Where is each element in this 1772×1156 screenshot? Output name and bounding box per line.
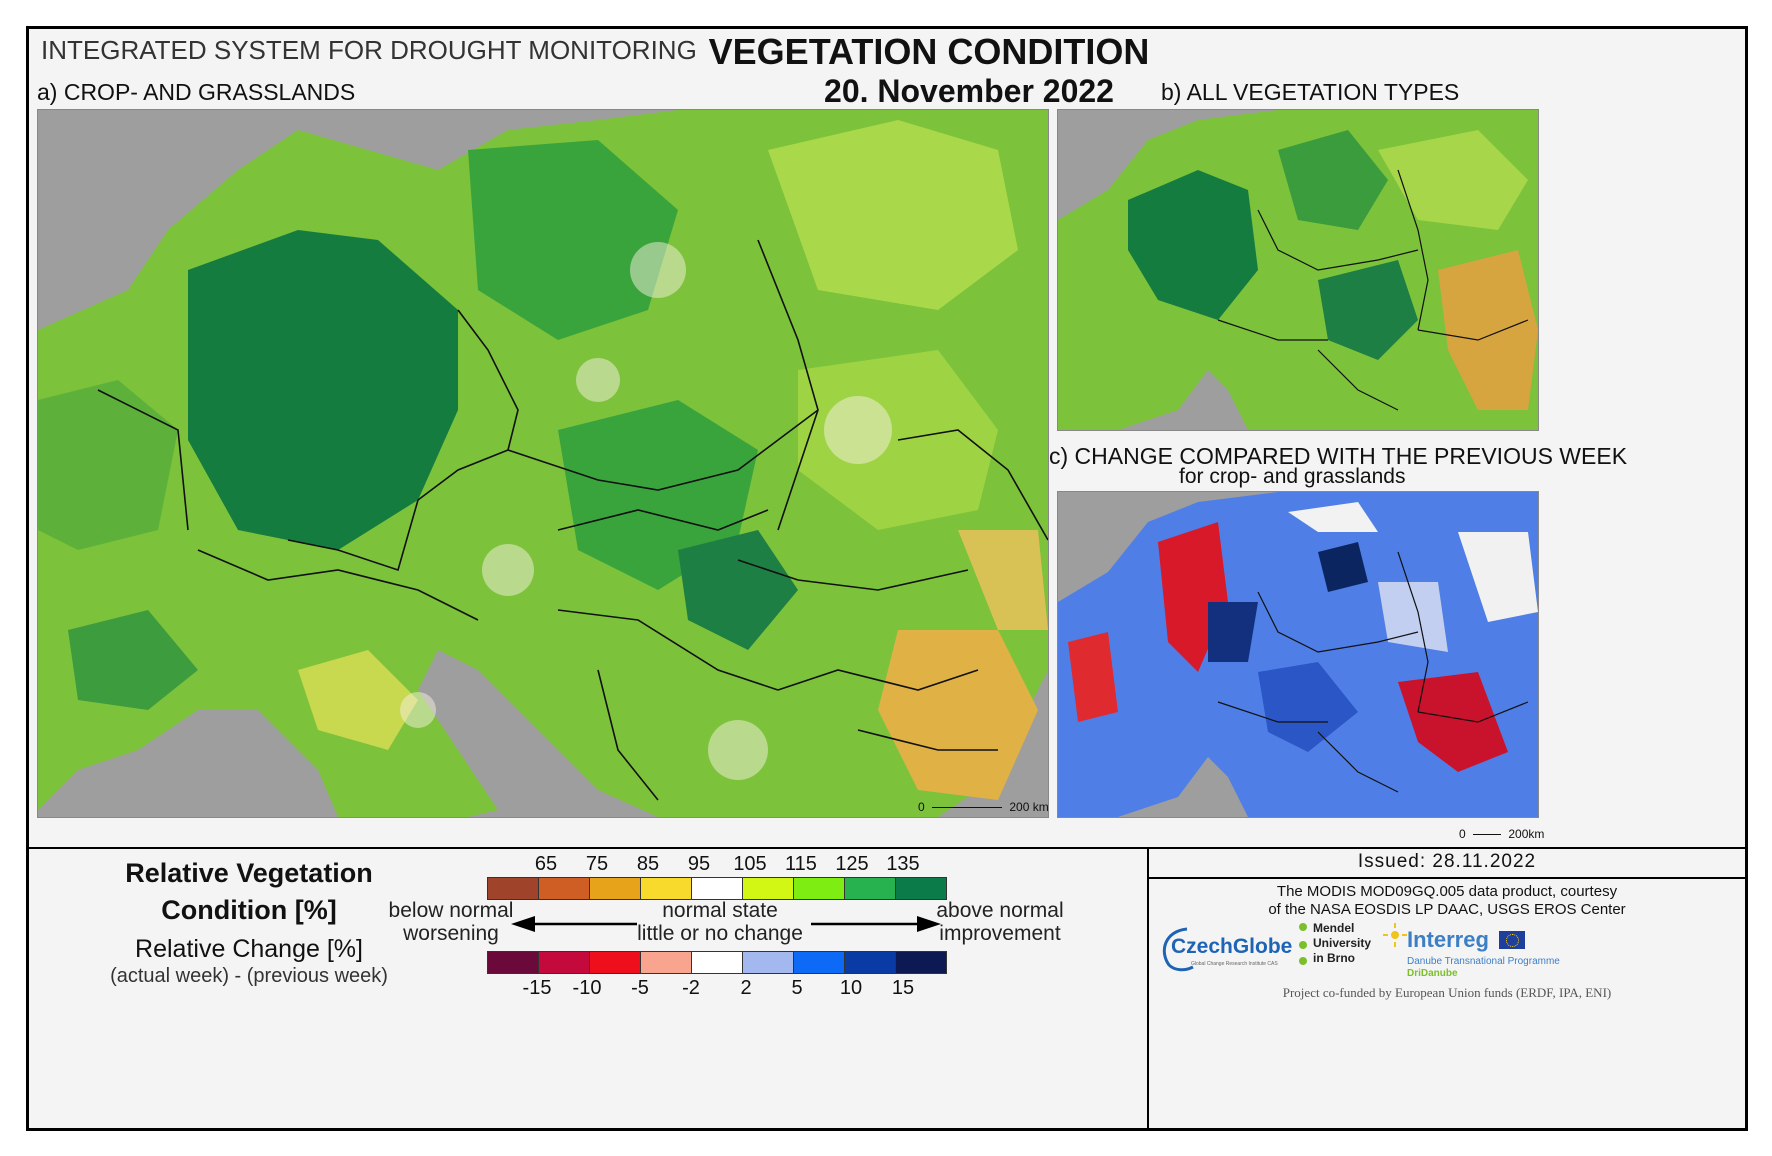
mendel-dots-icon xyxy=(1299,923,1307,965)
scalebar-a-bar xyxy=(932,807,1003,808)
rvc-color-swatch xyxy=(487,877,539,900)
issued-date: Issued: 28.11.2022 xyxy=(1149,847,1745,879)
improvement-text: improvement xyxy=(939,922,1061,945)
czechglobe-logo: CzechGlobe Global Change Research Instit… xyxy=(1157,923,1293,973)
panel-a-label: a) CROP- AND GRASSLANDS xyxy=(37,79,356,105)
panel-a-raster xyxy=(38,110,1048,817)
below-normal-text: below normal xyxy=(388,899,514,922)
normal-state-text: normal state xyxy=(662,899,778,922)
panel-c-map xyxy=(1057,491,1539,818)
rc-color-swatch xyxy=(691,951,743,974)
interreg-subtext: Danube Transnational Programme xyxy=(1407,956,1560,967)
rvc-color-swatch xyxy=(793,877,845,900)
scalebar-c-bar xyxy=(1473,834,1502,835)
rvc-color-swatch xyxy=(589,877,641,900)
rvc-tick: 65 xyxy=(534,853,558,875)
rc-tick: -15 xyxy=(522,977,552,999)
rvc-color-swatch xyxy=(691,877,743,900)
rc-tick: -2 xyxy=(682,977,700,999)
rvc-legend-title: Relative Vegetation Condition [%] xyxy=(125,858,373,925)
rc-legend-title: Relative Change [%] xyxy=(135,935,363,963)
rvc-color-swatch xyxy=(742,877,794,900)
rvc-color-swatch xyxy=(640,877,692,900)
rc-tick: 10 xyxy=(839,977,863,999)
czechglobe-subtext: Global Change Research Institute CAS xyxy=(1191,961,1278,967)
rvc-color-swatch xyxy=(538,877,590,900)
rc-tick: -10 xyxy=(572,977,602,999)
rvc-tick: 85 xyxy=(636,853,660,875)
rc-tick: -5 xyxy=(631,977,649,999)
rvc-color-swatch xyxy=(844,877,896,900)
panel-c-sublabel: for crop- and grasslands xyxy=(1179,465,1406,488)
scalebar-c-zero: 0 xyxy=(1459,827,1466,841)
legend-arrows xyxy=(511,916,941,932)
scalebar-c: 0 200km xyxy=(1459,827,1544,841)
interreg-sun-icon xyxy=(1383,923,1407,947)
normal-state-label: normal state little or no change xyxy=(635,899,805,945)
rc-color-swatch xyxy=(538,951,590,974)
czechglobe-swoosh-icon xyxy=(1163,927,1194,972)
above-normal-label: above normal improvement xyxy=(935,899,1065,945)
rc-color-swatch xyxy=(589,951,641,974)
panel-b-raster xyxy=(1058,110,1538,430)
left-arrow-icon xyxy=(511,916,535,932)
rc-tick: 15 xyxy=(891,977,915,999)
rvc-tick: 75 xyxy=(585,853,609,875)
rc-color-swatch xyxy=(742,951,794,974)
interreg-logo: Interreg Danube Transnational Programme … xyxy=(1383,923,1560,979)
credit-line-1: The MODIS MOD09GQ.005 data product, cour… xyxy=(1276,883,1618,900)
credit-line-2: of the NASA EOSDIS LP DAAC, USGS EROS Ce… xyxy=(1268,901,1626,918)
interreg-text: Interreg xyxy=(1407,927,1489,952)
scalebar-a-zero: 0 xyxy=(918,800,925,814)
above-normal-text: above normal xyxy=(936,899,1064,922)
map-sheet: INTEGRATED SYSTEM FOR DROUGHT MONITORING… xyxy=(26,26,1748,1131)
right-arrow-icon xyxy=(917,916,941,932)
rc-color-swatch xyxy=(487,951,539,974)
panel-b-label: b) ALL VEGETATION TYPES xyxy=(1161,79,1460,105)
date-label: 20. November 2022 xyxy=(824,73,1114,109)
rvc-color-swatch xyxy=(895,877,947,900)
rvc-tick: 115 xyxy=(785,853,817,875)
main-title: VEGETATION CONDITION xyxy=(708,31,1150,72)
scalebar-c-end: 200km xyxy=(1508,827,1545,841)
rc-tick: 5 xyxy=(791,977,803,999)
rc-color-swatch xyxy=(640,951,692,974)
rc-tick: 2 xyxy=(740,977,752,999)
rc-color-swatch xyxy=(844,951,896,974)
mendel-text: Mendel University in Brno xyxy=(1313,921,1372,965)
legend-divider xyxy=(29,847,1745,849)
rvc-tick: 95 xyxy=(687,853,711,875)
rvc-tick: 125 xyxy=(835,853,869,875)
rc-color-swatch xyxy=(793,951,845,974)
panel-a-map: 0 200 km xyxy=(37,109,1049,818)
scalebar-a-end: 200 km xyxy=(1009,800,1049,814)
rc-legend-subtitle: (actual week) - (previous week) xyxy=(110,965,388,987)
czechglobe-text: CzechGlobe xyxy=(1171,935,1293,958)
rc-color-swatch xyxy=(895,951,947,974)
system-title: INTEGRATED SYSTEM FOR DROUGHT MONITORING xyxy=(41,35,697,65)
panel-c-raster xyxy=(1058,492,1538,817)
cofunded-note: Project co-funded by European Union fund… xyxy=(1282,985,1612,1000)
little-change-text: little or no change xyxy=(637,922,803,945)
panel-b-map xyxy=(1057,109,1539,431)
rvc-tick: 105 xyxy=(733,853,767,875)
worsening-text: worsening xyxy=(403,922,499,945)
dridanube-text: DriDanube xyxy=(1407,968,1458,979)
below-normal-label: below normal worsening xyxy=(386,899,516,945)
scalebar-a: 0 200 km xyxy=(918,800,1049,814)
rvc-tick: 135 xyxy=(886,853,920,875)
eu-flag-icon xyxy=(1499,931,1525,949)
mendel-logo: Mendel University in Brno xyxy=(1297,921,1377,975)
info-box xyxy=(1147,847,1747,1128)
panel-c-label: c) CHANGE COMPARED WITH THE PREVIOUS WEE… xyxy=(1049,443,1628,469)
